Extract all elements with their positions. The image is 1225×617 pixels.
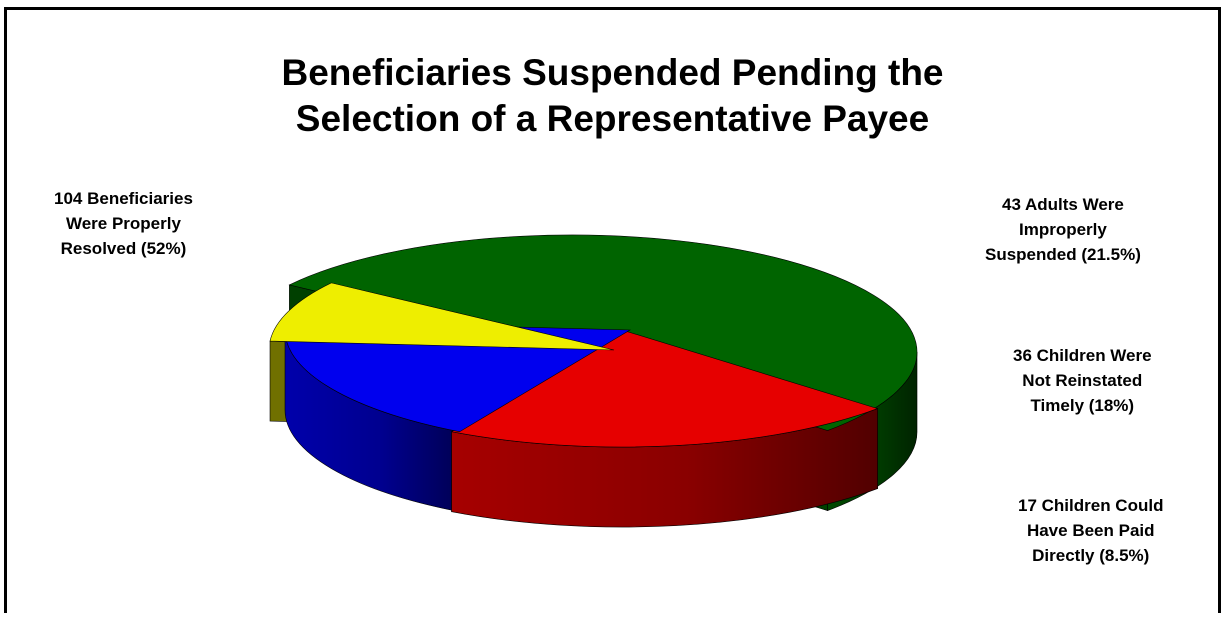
chart-title: Beneficiaries Suspended Pending the Sele…	[0, 50, 1225, 142]
chart-frame	[4, 7, 1221, 613]
pie-slice-3	[269, 282, 615, 351]
slice-label-children-paid-directly: 17 Children Could Have Been Paid Directl…	[1018, 496, 1164, 565]
chart-title-line-2: Selection of a Representative Payee	[295, 98, 930, 139]
pie-tops	[269, 234, 918, 448]
pie-slice-1	[450, 329, 879, 448]
slice-label-properly-resolved: 104 Beneficiaries Were Properly Resolved…	[54, 189, 193, 258]
slice-label-adults-improperly-suspended: 43 Adults Were Improperly Suspended (21.…	[985, 195, 1141, 264]
slice-label-children-not-reinstated: 36 Children Were Not Reinstated Timely (…	[1013, 346, 1152, 415]
chart-title-line-1: Beneficiaries Suspended Pending the	[281, 52, 944, 93]
